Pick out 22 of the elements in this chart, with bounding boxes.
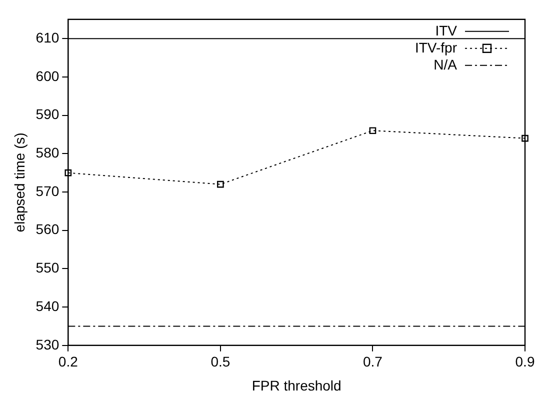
y-tick-label: 580	[36, 144, 60, 160]
legend-label: ITV-fpr	[414, 39, 458, 56]
y-tick-label: 590	[36, 106, 60, 122]
x-tick-label: 0.2	[58, 354, 78, 370]
legend-label: N/A	[434, 56, 458, 72]
y-axis-title: elapsed time (s)	[11, 132, 28, 232]
y-tick-label: 570	[36, 182, 60, 199]
x-axis-title: FPR threshold	[252, 377, 342, 394]
y-tick-label: 530	[36, 336, 60, 352]
y-tick-label: 550	[36, 260, 60, 276]
point	[369, 127, 376, 134]
x-tick-label: 0.9	[515, 354, 535, 370]
y-tick-label: 540	[36, 298, 60, 314]
legend-label: ITV	[435, 22, 458, 38]
x-tick-label: 0.7	[362, 354, 383, 370]
y-tick-label: 610	[36, 29, 60, 46]
point	[64, 169, 72, 176]
x-tick-label: 0.5	[210, 354, 230, 370]
y-tick-label: 600	[36, 68, 60, 84]
point	[522, 134, 528, 142]
y-tick-label: 560	[36, 221, 60, 238]
point	[217, 180, 224, 188]
